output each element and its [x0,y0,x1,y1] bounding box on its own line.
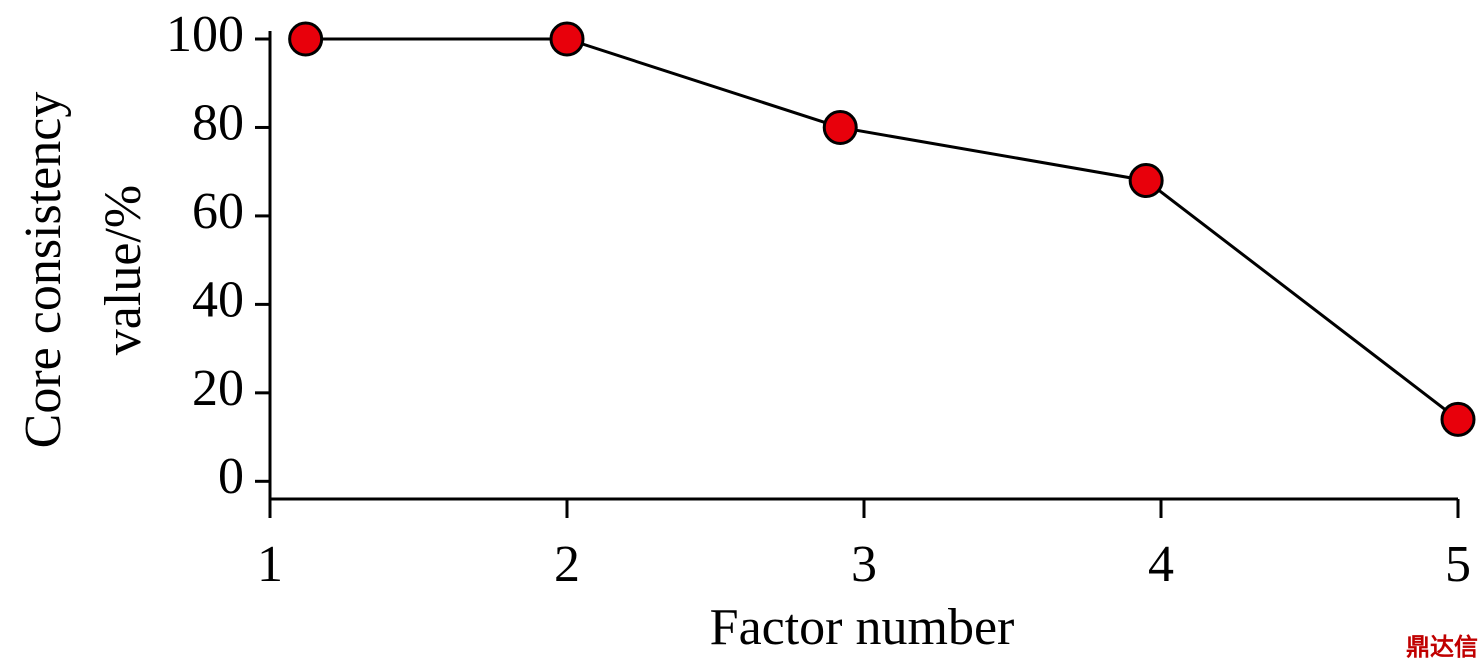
y-tick-label: 0 [218,448,244,505]
x-tick-label: 3 [851,536,877,593]
point [549,21,585,57]
point [288,21,324,57]
y-tick-label: 60 [192,183,244,240]
x-axis-label: Factor number [710,599,1015,656]
y-tick-label: 80 [192,94,244,151]
point [1128,163,1164,199]
point [1440,401,1476,437]
point [822,109,858,145]
x-tick-label: 4 [1148,536,1174,593]
y-tick-label: 40 [192,271,244,328]
y-tick-label: 100 [166,6,244,63]
y-axis-label: Core consistency [15,92,72,449]
x-tick-label: 5 [1445,536,1471,593]
y-tick-label: 20 [192,360,244,417]
x-tick-label: 1 [257,536,283,593]
watermark: 鼎达信 [1406,633,1478,661]
x-tick-label: 2 [554,536,580,593]
line [305,37,1459,421]
y-axis-label: value/% [95,185,152,355]
